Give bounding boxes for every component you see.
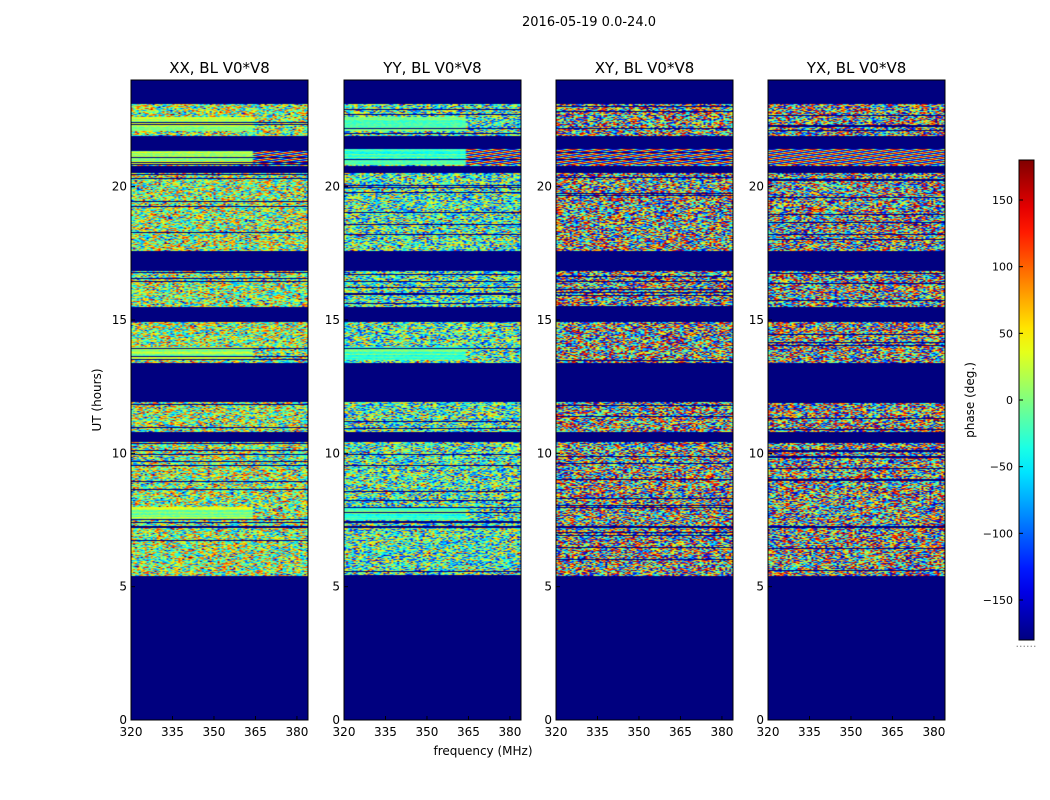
colorbar-tick-label: 100 xyxy=(992,261,1013,274)
y-tick-label: 10 xyxy=(749,446,764,460)
figure-suptitle: 2016-05-19 0.0-24.0 xyxy=(522,15,656,30)
x-tick-label: 335 xyxy=(374,725,397,739)
y-tick-label: 20 xyxy=(325,180,340,194)
x-tick-label: 320 xyxy=(333,725,356,739)
panel-frame xyxy=(130,79,309,721)
colorbar-tick-label: 0 xyxy=(1006,394,1013,407)
panel-yy: YY, BL V0*V8 320 335 350 365 380 0 5 10 15 20 xyxy=(325,59,522,739)
x-tick-label: 365 xyxy=(244,725,267,739)
y-tick-label: 5 xyxy=(756,580,764,594)
x-tick-label: 365 xyxy=(669,725,692,739)
y-tick-label: 0 xyxy=(119,713,127,727)
panel-frame xyxy=(555,79,734,721)
colorbar-tick-label: −50 xyxy=(990,461,1013,474)
x-tick-label: 380 xyxy=(710,725,733,739)
x-tick-label: 335 xyxy=(586,725,609,739)
panel-xx: XX, BL V0*V8 320 335 350 365 380 0 5 10 15 20 xyxy=(112,59,309,739)
x-tick-label: 350 xyxy=(203,725,226,739)
y-tick-label: 5 xyxy=(544,580,552,594)
x-tick-label: 350 xyxy=(840,725,863,739)
x-tick-label: 365 xyxy=(457,725,480,739)
x-tick-label: 320 xyxy=(757,725,780,739)
phase-heatmap xyxy=(768,80,945,720)
panel-title: YY, BL V0*V8 xyxy=(382,59,481,77)
y-tick-label: 15 xyxy=(749,313,764,327)
y-tick-label: 10 xyxy=(112,446,127,460)
y-tick-label: 5 xyxy=(119,580,127,594)
y-tick-label: 5 xyxy=(332,580,340,594)
y-tick-label: 15 xyxy=(537,313,552,327)
colorbar-tick-label: −150 xyxy=(983,594,1013,607)
y-tick-label: 15 xyxy=(112,313,127,327)
x-tick-label: 335 xyxy=(161,725,184,739)
y-axis-label: UT (hours) xyxy=(90,368,104,431)
colorbar: 150 100 50 0 −50 −100 −150 xyxy=(983,159,1035,641)
panel-xy: XY, BL V0*V8 320 335 350 365 380 0 5 10 15 20 xyxy=(537,59,734,739)
y-tick-label: 10 xyxy=(537,446,552,460)
x-tick-label: 380 xyxy=(498,725,521,739)
phase-heatmap xyxy=(344,80,521,720)
x-tick-label: 350 xyxy=(628,725,651,739)
y-tick-label: 0 xyxy=(332,713,340,727)
y-tick-label: 20 xyxy=(537,180,552,194)
y-tick-label: 0 xyxy=(544,713,552,727)
y-tick-label: 10 xyxy=(325,446,340,460)
panel-title: YX, BL V0*V8 xyxy=(806,59,907,77)
colorbar-label: phase (deg.) xyxy=(963,362,977,438)
colorbar-tick-label: 150 xyxy=(992,194,1013,207)
x-tick-label: 320 xyxy=(545,725,568,739)
panel-frame xyxy=(343,79,522,721)
panel-title: XX, BL V0*V8 xyxy=(169,59,270,77)
colorbar-tick-label: −100 xyxy=(983,527,1013,540)
colorbar-tick-label: 50 xyxy=(999,327,1013,340)
x-axis-label: frequency (MHz) xyxy=(433,744,532,758)
y-tick-label: 20 xyxy=(112,180,127,194)
phase-heatmap xyxy=(556,80,733,720)
x-tick-label: 380 xyxy=(922,725,945,739)
x-tick-label: 320 xyxy=(120,725,143,739)
x-tick-label: 335 xyxy=(798,725,821,739)
y-tick-label: 20 xyxy=(749,180,764,194)
x-tick-label: 365 xyxy=(881,725,904,739)
colorbar-footnote: ...... xyxy=(1016,637,1037,650)
x-tick-label: 350 xyxy=(416,725,439,739)
y-tick-label: 0 xyxy=(756,713,764,727)
x-tick-label: 380 xyxy=(285,725,308,739)
phase-heatmap xyxy=(131,80,308,720)
panel-title: XY, BL V0*V8 xyxy=(595,59,695,77)
y-tick-label: 15 xyxy=(325,313,340,327)
panel-frame xyxy=(767,79,946,721)
panel-yx: YX, BL V0*V8 320 335 350 365 380 0 5 10 15 20 xyxy=(749,59,946,739)
